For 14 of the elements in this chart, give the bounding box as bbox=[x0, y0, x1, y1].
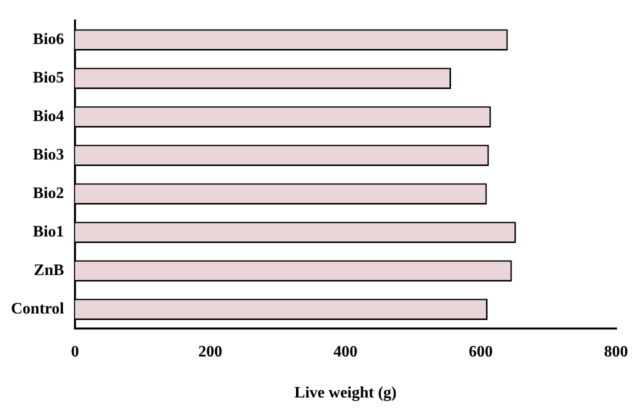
x-tick-label: 600 bbox=[468, 343, 493, 360]
x-tick-label: 800 bbox=[604, 343, 628, 360]
y-tick-label: Bio6 bbox=[32, 30, 64, 48]
y-tick-label: Bio3 bbox=[32, 146, 64, 164]
y-tick-label: Control bbox=[10, 300, 65, 318]
x-tick-label: 200 bbox=[198, 343, 222, 360]
x-axis-title: Live weight (g) bbox=[294, 384, 397, 402]
y-tick-label: Bio4 bbox=[32, 108, 64, 125]
x-tick-label: 0 bbox=[71, 343, 80, 360]
x-tick-label: 400 bbox=[334, 343, 358, 360]
y-tick-label: Bio5 bbox=[32, 69, 64, 86]
y-tick-label: Bio2 bbox=[32, 184, 64, 202]
y-tick-label: Bio1 bbox=[32, 223, 64, 240]
y-tick-label: ZnB bbox=[34, 262, 64, 279]
